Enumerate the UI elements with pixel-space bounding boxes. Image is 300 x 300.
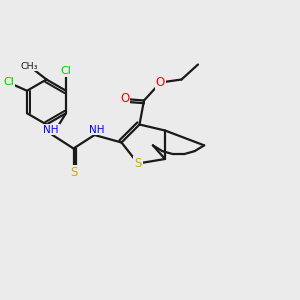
Text: NH: NH — [43, 124, 59, 135]
Text: S: S — [134, 157, 142, 170]
Text: NH: NH — [89, 124, 104, 135]
Text: S: S — [70, 166, 77, 179]
Text: CH₃: CH₃ — [21, 61, 38, 70]
Text: Cl: Cl — [4, 77, 14, 87]
Text: O: O — [120, 92, 129, 106]
Text: O: O — [156, 76, 165, 89]
Text: Cl: Cl — [61, 66, 71, 76]
